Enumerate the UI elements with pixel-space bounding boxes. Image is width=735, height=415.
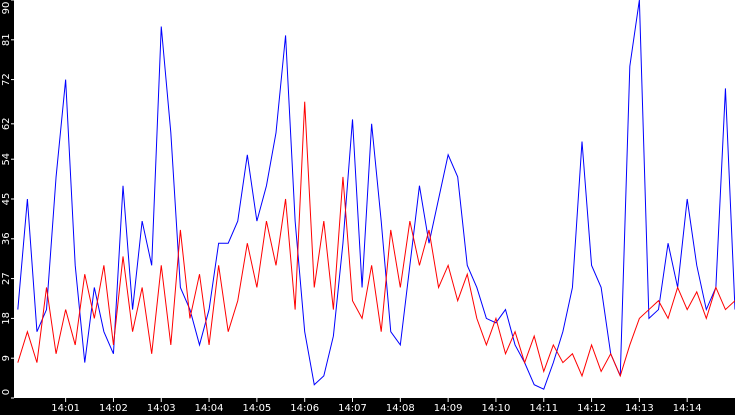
- y-tick-label: 81: [1, 33, 12, 46]
- x-tick-label: 14:01: [51, 403, 80, 414]
- y-tick-label: 18: [1, 312, 12, 325]
- x-tick-label: 14:05: [242, 403, 271, 414]
- x-tick-label: 14:08: [386, 403, 415, 414]
- x-tick-label: 14:03: [147, 403, 176, 414]
- y-tick-label: 90: [1, 2, 12, 15]
- y-tick-label: 36: [1, 232, 12, 245]
- x-tick-label: 14:06: [290, 403, 319, 414]
- x-tick-label: 14:02: [99, 403, 128, 414]
- y-tick-label: 45: [1, 193, 12, 206]
- y-tick-label: 62: [1, 117, 12, 130]
- x-tick-label: 14:10: [482, 403, 511, 414]
- series-line: [17, 101, 735, 378]
- plot-area: [14, 0, 735, 398]
- x-tick-label: 14:11: [529, 403, 558, 414]
- x-tick-label: 14:13: [625, 403, 654, 414]
- x-tick-label: 14:04: [195, 403, 224, 414]
- x-axis-strip: [0, 398, 735, 415]
- x-tick-label: 14:14: [673, 403, 702, 414]
- x-tick-label: 14:12: [577, 403, 606, 414]
- y-tick-label: 27: [1, 272, 12, 285]
- y-tick-label: 72: [1, 73, 12, 86]
- y-tick-label: 0: [1, 389, 12, 395]
- y-tick-label: 9: [1, 355, 12, 361]
- y-tick-label: 54: [1, 153, 12, 166]
- x-tick-label: 14:09: [434, 403, 463, 414]
- y-axis-strip: [0, 0, 14, 415]
- x-tick-label: 14:07: [338, 403, 367, 414]
